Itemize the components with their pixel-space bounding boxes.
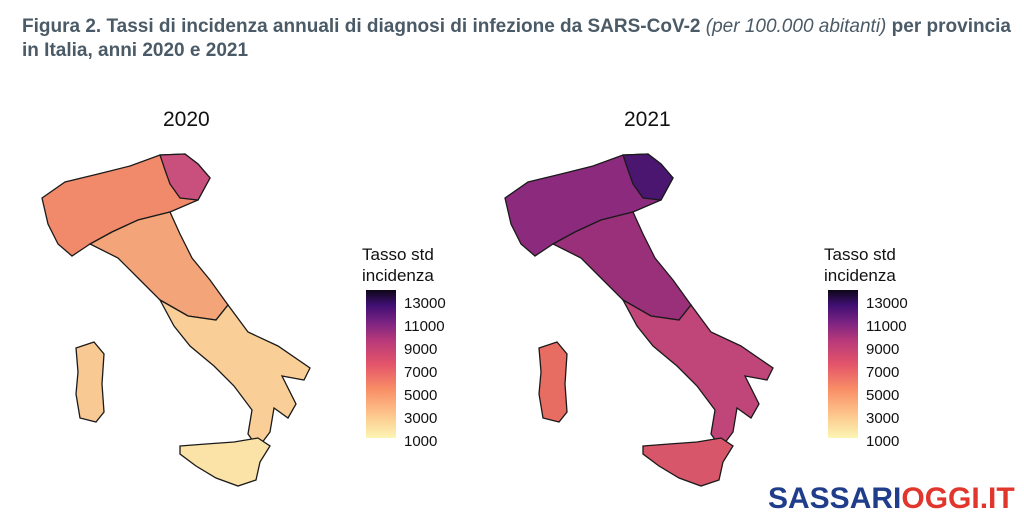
legend-tick: 13000 xyxy=(858,295,908,312)
legend-tick: 1000 xyxy=(395,433,438,450)
legend-title-line2: incidenza xyxy=(824,266,896,285)
figure-caption: Figura 2. Tassi di incidenza annuali di … xyxy=(22,15,1012,63)
legend-tick: 5000 xyxy=(857,387,900,404)
map-italy-2021 xyxy=(504,153,774,487)
watermark-part2: OGGI.IT xyxy=(901,482,1015,515)
region-sicily xyxy=(179,437,271,487)
legend-tick: 11000 xyxy=(858,318,907,335)
caption-note: (per 100.000 abitanti) xyxy=(705,16,887,37)
region-sicily xyxy=(642,437,734,487)
legend-title-line1: Tasso std xyxy=(362,245,434,264)
legend-tick: 9000 xyxy=(395,341,438,358)
legend-tick: 1000 xyxy=(857,433,900,450)
region-northeast xyxy=(622,153,674,201)
legend-tick: 11000 xyxy=(396,318,445,335)
legend-colorbar xyxy=(366,290,396,438)
legend-colorbar xyxy=(828,290,858,438)
legend-tick: 13000 xyxy=(396,295,446,312)
caption-title-end: per provincia in Italia, anni 2020 e 202… xyxy=(22,16,1011,61)
map-italy-2020 xyxy=(41,153,311,487)
caption-title: Figura 2. Tassi di incidenza annuali di … xyxy=(22,16,701,37)
legend-2021: Tasso std incidenza 13000 11000 9000 700… xyxy=(824,244,944,454)
region-south xyxy=(621,298,774,450)
map-title-2020: 2020 xyxy=(163,108,210,131)
legend-tick: 9000 xyxy=(857,341,900,358)
legend-2020: Tasso std incidenza 13000 11000 9000 700… xyxy=(362,244,482,454)
legend-tick: 7000 xyxy=(857,364,900,381)
legend-title-line1: Tasso std xyxy=(824,245,896,264)
legend-tick: 5000 xyxy=(395,387,438,404)
legend-tick: 7000 xyxy=(395,364,438,381)
map-title-2021: 2021 xyxy=(624,108,671,131)
region-center xyxy=(88,211,229,321)
legend-title-line2: incidenza xyxy=(362,266,434,285)
watermark-logo: SASSARIOGGI.IT xyxy=(768,482,1015,516)
region-sardinia xyxy=(75,341,105,423)
legend-tick: 3000 xyxy=(857,410,900,427)
watermark-part1: SASSARI xyxy=(768,482,902,515)
region-south xyxy=(158,298,311,450)
legend-tick: 3000 xyxy=(395,410,438,427)
region-center xyxy=(551,211,692,321)
region-sardinia xyxy=(538,341,568,423)
region-northeast xyxy=(159,153,211,201)
